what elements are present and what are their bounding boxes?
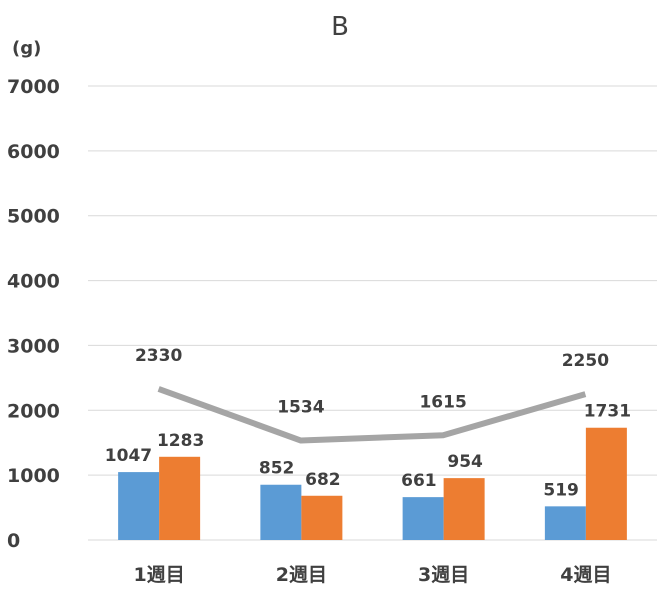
y-axis-ticks: 0 1000 2000 3000 4000 5000 6000 7000: [7, 76, 60, 552]
x-category-label: 1週目: [134, 564, 185, 586]
y-tick-label: 5000: [7, 206, 60, 228]
bars: [118, 427, 627, 540]
bar-data-label: 852: [259, 459, 295, 479]
line-series-path: [157, 386, 587, 444]
y-tick-label: 6000: [7, 141, 60, 163]
y-tick-label: 4000: [7, 271, 60, 293]
y-tick-label: 0: [7, 530, 20, 552]
bar-series-2: [585, 427, 627, 540]
line-series: [157, 386, 587, 444]
line-data-label: 2250: [562, 351, 609, 371]
bar-data-label: 1283: [157, 431, 204, 451]
bar-data-label: 682: [305, 470, 341, 490]
x-category-label: 2週目: [276, 564, 327, 586]
bar-data-label: 1047: [105, 446, 152, 466]
bar-series-1: [118, 472, 160, 540]
bar-data-label: 954: [447, 452, 483, 472]
bar-series-1: [544, 506, 586, 540]
x-category-label: 4週目: [560, 564, 611, 586]
bar-series-2: [301, 495, 343, 540]
y-tick-label: 1000: [7, 465, 60, 487]
bar-data-label: 661: [401, 471, 437, 491]
bar-series-2: [159, 456, 201, 540]
line-data-label: 1534: [277, 398, 324, 418]
x-axis-categories: 1週目 2週目 3週目 4週目: [134, 564, 612, 586]
y-unit-label: (g): [12, 38, 41, 59]
bar-series-1: [402, 497, 444, 540]
data-labels: 1047 852 661 519 1283 682 954 1731 2330 1534 1615 2…: [105, 346, 631, 500]
y-tick-label: 7000: [7, 76, 60, 98]
chart-title: B: [331, 12, 349, 42]
y-tick-label: 3000: [7, 335, 60, 357]
bar-series-1: [260, 484, 302, 540]
bar-series-2: [443, 478, 485, 540]
line-data-label: 1615: [419, 392, 466, 412]
line-data-label: 2330: [135, 346, 182, 366]
y-tick-label: 2000: [7, 400, 60, 422]
bar-data-label: 1731: [584, 402, 631, 422]
bar-data-label: 519: [543, 480, 579, 500]
x-category-label: 3週目: [418, 564, 469, 586]
